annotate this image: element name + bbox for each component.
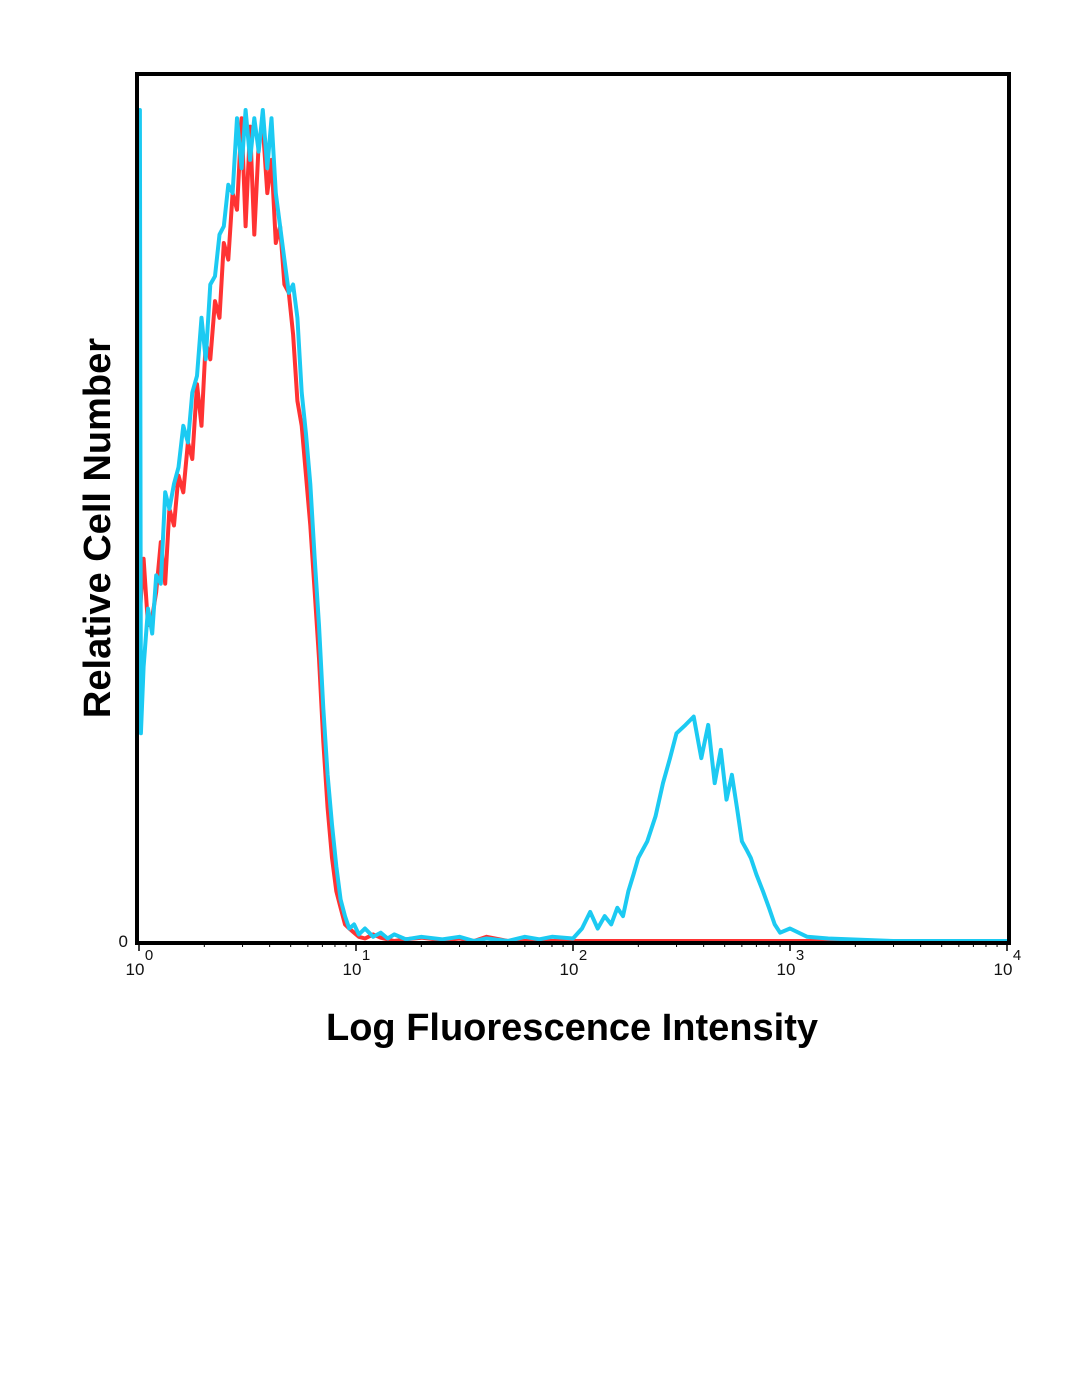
x-tick-base: 10 bbox=[994, 960, 1013, 979]
x-axis-title: Log Fluorescence Intensity bbox=[326, 1007, 818, 1049]
series-line-stained bbox=[137, 108, 1007, 943]
x-tick-exponent: 4 bbox=[1013, 947, 1021, 964]
plot-frame bbox=[135, 72, 1011, 945]
y-axis-title: Relative Cell Number bbox=[77, 338, 119, 718]
x-tick-label: 104 bbox=[994, 947, 1022, 979]
x-tick-label: 101 bbox=[343, 947, 371, 979]
x-tick-exponent: 1 bbox=[362, 947, 370, 964]
y-tick-label: 0 bbox=[119, 932, 128, 951]
x-tick-base: 10 bbox=[560, 960, 579, 979]
x-tick-label: 103 bbox=[777, 947, 805, 979]
x-tick-exponent: 0 bbox=[145, 947, 153, 964]
x-tick-label: 102 bbox=[560, 947, 588, 979]
x-tick-exponent: 2 bbox=[579, 947, 587, 964]
x-tick-base: 10 bbox=[126, 960, 145, 979]
series-line-control bbox=[137, 116, 1007, 943]
x-tick-base: 10 bbox=[777, 960, 796, 979]
series-layer bbox=[137, 108, 1007, 943]
x-tick-label: 100 bbox=[126, 947, 154, 979]
x-tick-exponent: 3 bbox=[796, 947, 804, 964]
x-tick-base: 10 bbox=[343, 960, 362, 979]
